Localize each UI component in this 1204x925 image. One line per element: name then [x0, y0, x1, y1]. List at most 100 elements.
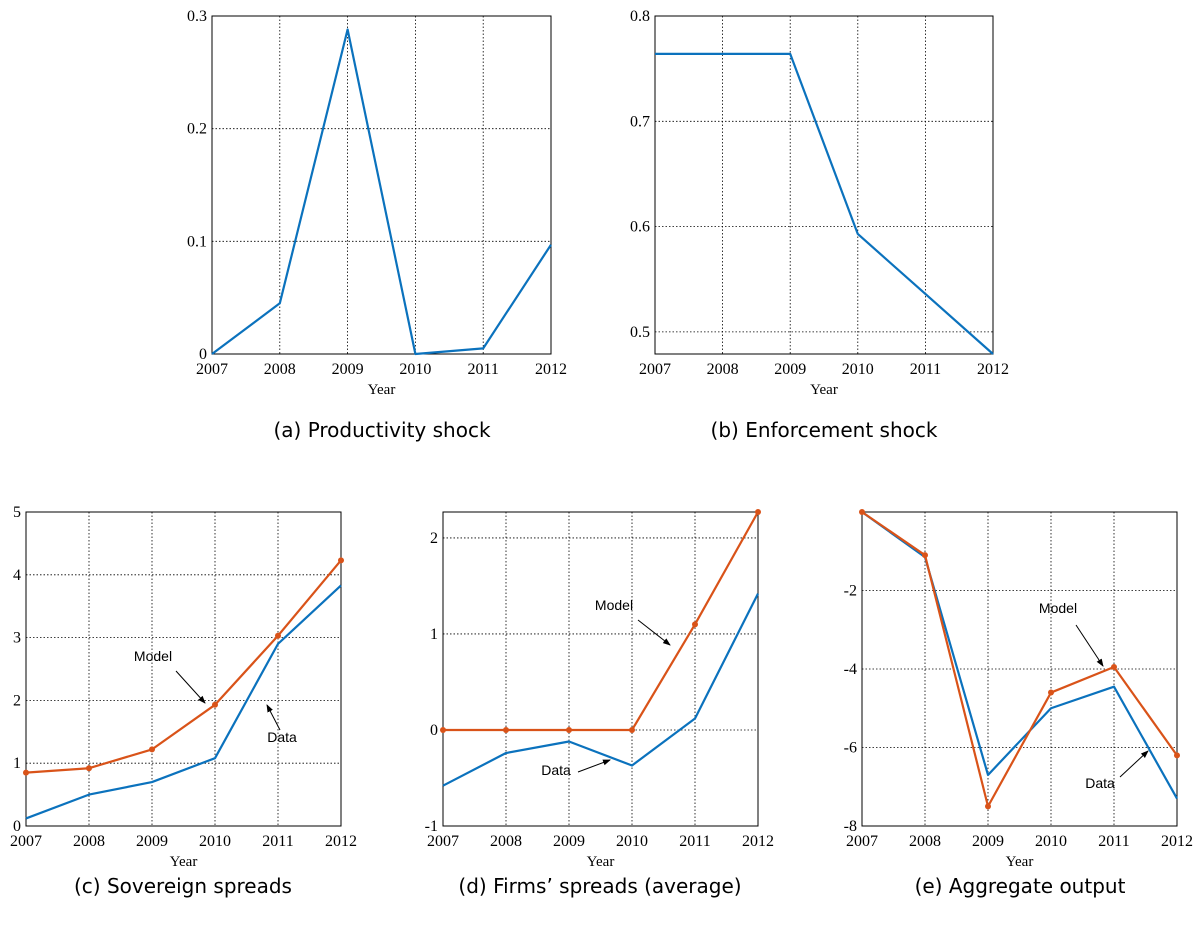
- x-tick-label: 2012: [1161, 833, 1193, 850]
- caption: (a) Productivity shock: [273, 418, 490, 442]
- data-point: [86, 765, 92, 772]
- data-point: [566, 726, 572, 733]
- data-point: [985, 803, 991, 810]
- x-axis-label: Year: [587, 854, 615, 870]
- x-tick-label: 2007: [427, 833, 459, 850]
- data-point: [275, 632, 281, 639]
- data-point: [692, 621, 698, 628]
- x-tick-label: 2011: [910, 361, 941, 378]
- data-line: [25, 584, 342, 820]
- plot-frame: [442, 511, 759, 827]
- annotation-arrow: [266, 704, 281, 731]
- y-tick-label: 2: [13, 692, 21, 709]
- data-point: [755, 509, 761, 515]
- x-tick-label: 2009: [972, 833, 1004, 850]
- x-tick-label: 2011: [679, 833, 710, 850]
- plot-frame: [25, 511, 342, 827]
- x-tick-label: 2008: [909, 833, 941, 850]
- plot-frame: [211, 15, 552, 355]
- y-tick-label: 3: [13, 630, 21, 647]
- x-tick-label: 2010: [399, 361, 431, 378]
- annotation: Data: [541, 762, 571, 778]
- annotation: Model: [134, 648, 172, 664]
- x-tick-label: 2008: [490, 833, 522, 850]
- data-point: [1048, 689, 1054, 696]
- data-point: [212, 701, 218, 708]
- x-tick-label: 2008: [707, 361, 739, 378]
- caption: (e) Aggregate output: [915, 874, 1126, 898]
- x-tick-label: 2007: [10, 833, 42, 850]
- y-tick-label: 5: [13, 504, 21, 521]
- annotation: Model: [1039, 600, 1077, 616]
- y-tick-label: 0.2: [187, 121, 207, 138]
- y-tick-label: 0: [199, 346, 207, 363]
- caption: (d) Firms’ spreads (average): [458, 874, 741, 898]
- data-line: [25, 559, 342, 774]
- data-point: [859, 509, 865, 515]
- x-axis-label: Year: [1006, 854, 1034, 870]
- y-tick-label: 0: [430, 722, 438, 739]
- y-tick-label: -4: [844, 661, 857, 678]
- data-point: [922, 552, 928, 559]
- data-point: [629, 726, 635, 733]
- x-axis-label: Year: [810, 382, 838, 398]
- plot-frame: [654, 15, 994, 355]
- x-tick-label: 2009: [774, 361, 806, 378]
- x-tick-label: 2010: [1035, 833, 1067, 850]
- y-tick-label: -6: [844, 740, 857, 757]
- x-tick-label: 2011: [1098, 833, 1129, 850]
- x-tick-label: 2007: [639, 361, 671, 378]
- data-point: [440, 726, 446, 733]
- data-line: [861, 511, 1178, 808]
- x-tick-label: 2012: [742, 833, 774, 850]
- annotation-arrow: [1075, 624, 1104, 667]
- y-tick-label: 0.8: [630, 8, 650, 25]
- annotation: Model: [595, 597, 633, 613]
- x-tick-label: 2012: [325, 833, 357, 850]
- annotation: Data: [267, 729, 297, 745]
- data-point: [1174, 752, 1180, 759]
- x-tick-label: 2009: [553, 833, 585, 850]
- x-tick-label: 2011: [467, 361, 498, 378]
- annotation: Data: [1085, 775, 1115, 791]
- x-tick-label: 2007: [846, 833, 878, 850]
- data-point: [1111, 664, 1117, 671]
- y-tick-label: 0.3: [187, 8, 207, 25]
- x-axis-label: Year: [170, 854, 198, 870]
- y-tick-label: 0.7: [630, 113, 650, 130]
- annotation-arrow: [637, 619, 671, 646]
- y-tick-label: 1: [13, 755, 21, 772]
- y-tick-label: -8: [844, 818, 857, 835]
- caption: (b) Enforcement shock: [711, 418, 938, 442]
- x-tick-label: 2009: [332, 361, 364, 378]
- x-tick-label: 2008: [73, 833, 105, 850]
- data-point: [338, 557, 344, 564]
- data-point: [503, 726, 509, 733]
- data-line: [861, 511, 1178, 800]
- data-line: [211, 28, 552, 356]
- x-tick-label: 2008: [264, 361, 296, 378]
- data-line: [655, 52, 994, 355]
- x-axis-label: Year: [368, 382, 396, 398]
- y-tick-label: 0.6: [630, 219, 650, 236]
- annotation-arrow: [577, 759, 611, 773]
- x-tick-label: 2009: [136, 833, 168, 850]
- x-tick-label: 2010: [616, 833, 648, 850]
- y-tick-label: -1: [425, 818, 438, 835]
- y-tick-label: 0: [13, 818, 21, 835]
- x-tick-label: 2010: [842, 361, 874, 378]
- data-point: [149, 746, 155, 753]
- y-tick-label: -2: [844, 583, 857, 600]
- plot-frame: [861, 511, 1178, 827]
- data-point: [23, 769, 29, 776]
- data-line: [443, 511, 759, 732]
- annotation-arrow: [175, 670, 206, 704]
- y-tick-label: 0.5: [630, 324, 650, 341]
- y-tick-label: 2: [430, 530, 438, 547]
- x-tick-label: 2007: [196, 361, 228, 378]
- x-tick-label: 2012: [977, 361, 1009, 378]
- x-tick-label: 2011: [262, 833, 293, 850]
- data-line: [442, 593, 759, 787]
- caption: (c) Sovereign spreads: [74, 874, 292, 898]
